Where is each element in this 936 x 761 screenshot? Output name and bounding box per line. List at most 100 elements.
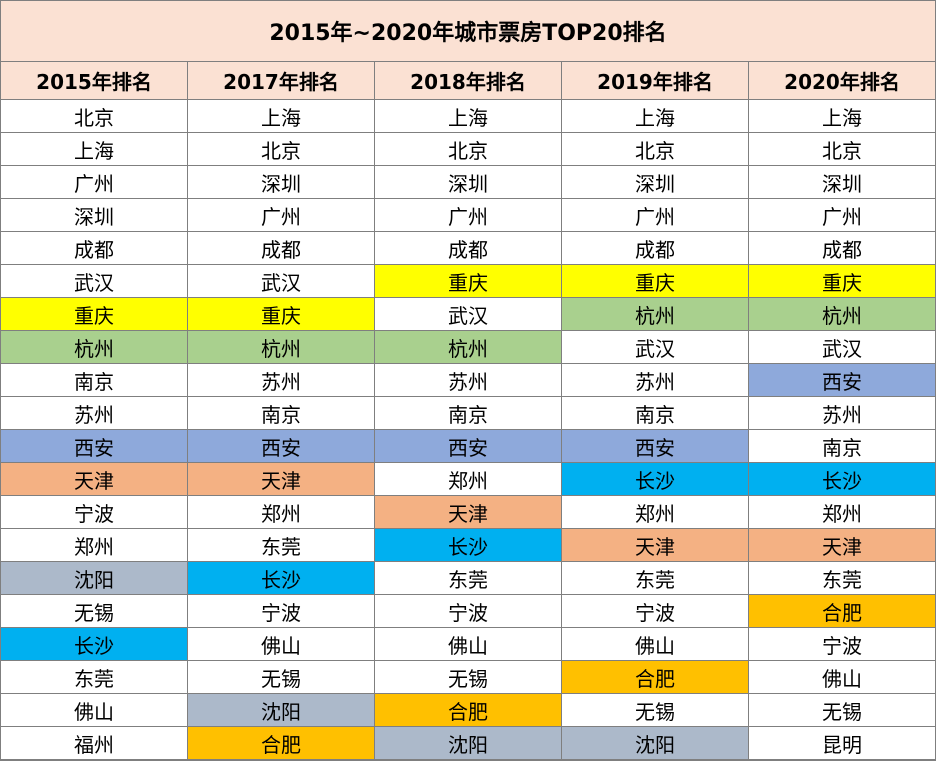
table-row: 天津 天津 郑州 长沙 长沙 xyxy=(0,462,936,496)
table-row: 长沙 佛山 佛山 佛山 宁波 xyxy=(0,627,936,661)
ranking-table: 2015年排名 2017年排名 2018年排名 2019年排名 2020年排名 … xyxy=(0,61,936,760)
city-cell: 成都 xyxy=(748,231,936,265)
city-cell: 武汉 xyxy=(561,330,749,364)
city-cell: 上海 xyxy=(0,132,188,166)
city-cell: 佛山 xyxy=(748,660,936,694)
city-cell: 重庆 xyxy=(0,297,188,331)
city-cell: 宁波 xyxy=(374,594,562,628)
city-cell: 广州 xyxy=(0,165,188,199)
city-cell: 深圳 xyxy=(374,165,562,199)
city-cell: 长沙 xyxy=(0,627,188,661)
city-cell: 北京 xyxy=(374,132,562,166)
city-cell: 杭州 xyxy=(187,330,375,364)
city-cell: 无锡 xyxy=(187,660,375,694)
city-cell: 广州 xyxy=(748,198,936,232)
city-cell: 深圳 xyxy=(0,198,188,232)
city-cell: 东莞 xyxy=(561,561,749,595)
city-cell: 宁波 xyxy=(561,594,749,628)
table-row: 东莞 无锡 无锡 合肥 佛山 xyxy=(0,660,936,694)
city-cell: 合肥 xyxy=(374,693,562,727)
city-cell: 上海 xyxy=(748,99,936,133)
city-cell: 郑州 xyxy=(0,528,188,562)
city-cell: 北京 xyxy=(187,132,375,166)
table-row: 西安 西安 西安 西安 南京 xyxy=(0,429,936,463)
city-cell: 广州 xyxy=(374,198,562,232)
city-cell: 郑州 xyxy=(187,495,375,529)
city-cell: 武汉 xyxy=(374,297,562,331)
table-row: 上海 北京 北京 北京 北京 xyxy=(0,132,936,166)
city-cell: 武汉 xyxy=(748,330,936,364)
city-cell: 宁波 xyxy=(0,495,188,529)
city-cell: 合肥 xyxy=(748,594,936,628)
city-cell: 天津 xyxy=(374,495,562,529)
city-cell: 北京 xyxy=(748,132,936,166)
city-cell: 成都 xyxy=(374,231,562,265)
city-cell: 沈阳 xyxy=(0,561,188,595)
city-cell: 重庆 xyxy=(561,264,749,298)
header-2020: 2020年排名 xyxy=(748,61,936,100)
table-row: 苏州 南京 南京 南京 苏州 xyxy=(0,396,936,430)
city-cell: 苏州 xyxy=(0,396,188,430)
table-row: 北京 上海 上海 上海 上海 xyxy=(0,99,936,133)
city-cell: 郑州 xyxy=(374,462,562,496)
header-2015: 2015年排名 xyxy=(0,61,188,100)
city-cell: 西安 xyxy=(748,363,936,397)
table-row: 广州 深圳 深圳 深圳 深圳 xyxy=(0,165,936,199)
header-row: 2015年排名 2017年排名 2018年排名 2019年排名 2020年排名 xyxy=(0,61,936,100)
city-cell: 郑州 xyxy=(748,495,936,529)
city-cell: 佛山 xyxy=(374,627,562,661)
city-cell: 昆明 xyxy=(748,726,936,760)
city-cell: 苏州 xyxy=(187,363,375,397)
city-cell: 成都 xyxy=(561,231,749,265)
city-cell: 长沙 xyxy=(187,561,375,595)
header-2019: 2019年排名 xyxy=(561,61,749,100)
city-cell: 南京 xyxy=(187,396,375,430)
table-row: 杭州 杭州 杭州 武汉 武汉 xyxy=(0,330,936,364)
table-row: 沈阳 长沙 东莞 东莞 东莞 xyxy=(0,561,936,595)
city-cell: 武汉 xyxy=(187,264,375,298)
city-cell: 天津 xyxy=(561,528,749,562)
city-cell: 东莞 xyxy=(374,561,562,595)
city-cell: 重庆 xyxy=(374,264,562,298)
city-cell: 合肥 xyxy=(561,660,749,694)
city-cell: 西安 xyxy=(0,429,188,463)
city-cell: 广州 xyxy=(561,198,749,232)
city-cell: 长沙 xyxy=(561,462,749,496)
city-cell: 重庆 xyxy=(748,264,936,298)
city-cell: 北京 xyxy=(0,99,188,133)
city-cell: 合肥 xyxy=(187,726,375,760)
city-cell: 佛山 xyxy=(0,693,188,727)
city-cell: 苏州 xyxy=(374,363,562,397)
table-row: 佛山 沈阳 合肥 无锡 无锡 xyxy=(0,693,936,727)
city-cell: 佛山 xyxy=(187,627,375,661)
city-cell: 无锡 xyxy=(374,660,562,694)
city-cell: 佛山 xyxy=(561,627,749,661)
table-row: 深圳 广州 广州 广州 广州 xyxy=(0,198,936,232)
table-row: 成都 成都 成都 成都 成都 xyxy=(0,231,936,265)
city-cell: 西安 xyxy=(187,429,375,463)
city-cell: 天津 xyxy=(187,462,375,496)
city-cell: 西安 xyxy=(561,429,749,463)
city-cell: 东莞 xyxy=(0,660,188,694)
city-cell: 杭州 xyxy=(748,297,936,331)
city-cell: 西安 xyxy=(374,429,562,463)
city-cell: 天津 xyxy=(0,462,188,496)
table-row: 无锡 宁波 宁波 宁波 合肥 xyxy=(0,594,936,628)
city-cell: 杭州 xyxy=(374,330,562,364)
city-cell: 北京 xyxy=(561,132,749,166)
city-cell: 上海 xyxy=(187,99,375,133)
city-cell: 福州 xyxy=(0,726,188,760)
city-cell: 南京 xyxy=(561,396,749,430)
city-cell: 上海 xyxy=(374,99,562,133)
city-cell: 东莞 xyxy=(748,561,936,595)
city-cell: 沈阳 xyxy=(374,726,562,760)
table-row: 重庆 重庆 武汉 杭州 杭州 xyxy=(0,297,936,331)
city-cell: 沈阳 xyxy=(561,726,749,760)
table-row: 宁波 郑州 天津 郑州 郑州 xyxy=(0,495,936,529)
city-cell: 深圳 xyxy=(748,165,936,199)
ranking-body: 北京 上海 上海 上海 上海 上海 北京 北京 北京 北京 广州 深圳 深圳 深圳 深圳 深圳 广州 广州 广州 广州… xyxy=(0,99,936,760)
city-cell: 宁波 xyxy=(748,627,936,661)
city-cell: 天津 xyxy=(748,528,936,562)
city-cell: 深圳 xyxy=(561,165,749,199)
